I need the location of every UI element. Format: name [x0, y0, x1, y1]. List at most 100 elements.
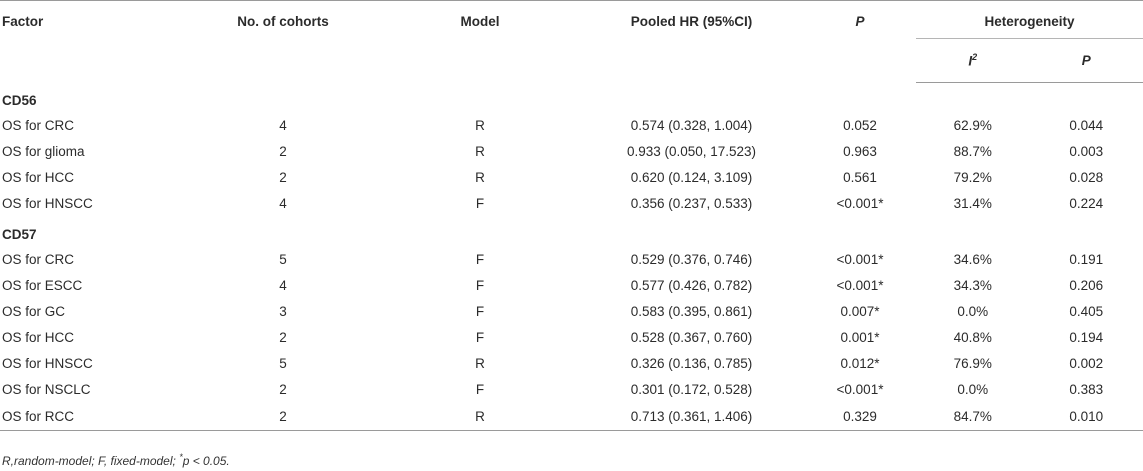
- cell-i2: 0.0%: [957, 304, 989, 319]
- cell-cohorts: 5: [279, 356, 287, 371]
- cell-model: R: [475, 144, 485, 159]
- cell-factor: OS for HNSCC: [2, 196, 93, 211]
- cell-het-p: 0.002: [1069, 356, 1104, 371]
- cell-model: F: [475, 330, 485, 345]
- cell-pooled-hr: 0.301 (0.172, 0.528): [630, 382, 753, 397]
- table-body: CD56 OS for CRC 4 R 0.574 (0.328, 1.004) 0.05…: [0, 83, 1143, 431]
- cell-pooled-hr: 0.577 (0.426, 0.782): [630, 278, 753, 293]
- cell-cohorts: 4: [279, 196, 287, 211]
- table-row: OS for GC 3 F 0.583 (0.395, 0.861) 0.007* 0.0…: [0, 299, 1143, 325]
- cell-het-p: 0.405: [1069, 304, 1104, 319]
- cell-factor: OS for ESCC: [2, 278, 83, 293]
- cell-p: 0.052: [843, 118, 877, 133]
- results-table: Factor No. of cohorts Model Pooled HR (9…: [0, 0, 1143, 431]
- cell-model: R: [475, 170, 485, 185]
- table-row: OS for HCC 2 F 0.528 (0.367, 0.760) 0.001* 40…: [0, 325, 1143, 351]
- table-row: OS for glioma 2 R 0.933 (0.050, 17.523) 0.96…: [0, 139, 1143, 165]
- cell-het-p: 0.191: [1069, 252, 1104, 267]
- cell-i2: 34.6%: [953, 252, 992, 267]
- table-row: OS for HNSCC 5 R 0.326 (0.136, 0.785) 0.012*…: [0, 351, 1143, 377]
- cell-model: F: [475, 382, 485, 397]
- cell-model: F: [475, 196, 485, 211]
- cell-model: R: [475, 356, 485, 371]
- cell-cohorts: 3: [279, 304, 287, 319]
- group-row: CD57: [0, 217, 1143, 247]
- cell-cohorts: 2: [185, 402, 381, 431]
- cell-het-p: 0.194: [1069, 330, 1104, 345]
- cell-factor: OS for HCC: [2, 170, 75, 185]
- cell-i2: 34.3%: [953, 278, 992, 293]
- cell-factor: OS for NSCLC: [2, 382, 91, 397]
- cell-factor: OS for GC: [2, 304, 66, 319]
- header-i2-base: I: [968, 53, 973, 69]
- cell-factor: OS for HCC: [2, 330, 75, 345]
- cell-i2: 88.7%: [953, 144, 992, 159]
- cell-het-p: 0.206: [1069, 278, 1104, 293]
- header-pooled-hr: Pooled HR (95%CI): [579, 0, 804, 83]
- header-heterogeneity: Heterogeneity: [916, 0, 1143, 39]
- header-model: Model: [381, 0, 579, 83]
- cell-cohorts: 4: [279, 118, 287, 133]
- cell-p: <0.001*: [836, 278, 884, 293]
- header-i2-sup: 2: [972, 52, 978, 63]
- table-row: OS for CRC 4 R 0.574 (0.328, 1.004) 0.052 62.…: [0, 113, 1143, 139]
- cell-p: <0.001*: [836, 252, 884, 267]
- cell-i2: 79.2%: [953, 170, 992, 185]
- cell-p: 0.001*: [840, 330, 880, 345]
- cell-pooled-hr: 0.933 (0.050, 17.523): [626, 144, 757, 159]
- table-row: OS for CRC 5 F 0.529 (0.376, 0.746) <0.001* 3…: [0, 247, 1143, 273]
- footnote-tail: p < 0.05.: [182, 454, 230, 468]
- cell-i2: 76.9%: [953, 356, 992, 371]
- cell-model: F: [475, 304, 485, 319]
- cell-p: 0.012*: [840, 356, 880, 371]
- cell-het-p: 0.224: [1069, 196, 1104, 211]
- footnote-text: R,random-model; F, fixed-model;: [2, 454, 180, 468]
- group-label: CD57: [2, 227, 37, 242]
- cell-cohorts: 5: [279, 252, 287, 267]
- cell-factor: OS for CRC: [2, 252, 75, 267]
- cell-p: 0.329: [804, 402, 916, 431]
- cell-pooled-hr: 0.574 (0.328, 1.004): [630, 118, 753, 133]
- header-row-1: Factor No. of cohorts Model Pooled HR (9…: [0, 0, 1143, 83]
- cell-p: <0.001*: [836, 196, 884, 211]
- cell-i2: 62.9%: [953, 118, 992, 133]
- cell-p: 0.561: [843, 170, 877, 185]
- header-row-2: I2 P: [0, 38, 1143, 83]
- header-i2: I2: [916, 38, 1030, 83]
- cell-i2: 84.7%: [916, 402, 1030, 431]
- cell-i2: 40.8%: [953, 330, 992, 345]
- cell-cohorts: 2: [279, 330, 287, 345]
- table-row: OS for NSCLC 2 F 0.301 (0.172, 0.528) <0.001…: [0, 377, 1143, 403]
- cell-i2: 0.0%: [957, 382, 989, 397]
- group-row: CD56: [0, 83, 1143, 113]
- cell-p: <0.001*: [836, 382, 884, 397]
- cell-factor: OS for glioma: [2, 144, 85, 159]
- cell-cohorts: 4: [279, 278, 287, 293]
- cell-cohorts: 2: [279, 382, 287, 397]
- table-header: Factor No. of cohorts Model Pooled HR (9…: [0, 0, 1143, 83]
- cell-factor: OS for RCC: [0, 402, 185, 431]
- cell-p: 0.007*: [840, 304, 880, 319]
- cell-model: F: [475, 252, 485, 267]
- cell-factor: OS for HNSCC: [2, 356, 93, 371]
- cell-pooled-hr: 0.528 (0.367, 0.760): [630, 330, 753, 345]
- table-row: OS for ESCC 4 F 0.577 (0.426, 0.782) <0.001*…: [0, 273, 1143, 299]
- footnote: R,random-model; F, fixed-model; *p < 0.0…: [2, 452, 230, 468]
- cell-cohorts: 2: [279, 170, 287, 185]
- group-label: CD56: [2, 93, 37, 109]
- cell-pooled-hr: 0.356 (0.237, 0.533): [630, 196, 753, 211]
- table-row: OS for HCC 2 R 0.620 (0.124, 3.109) 0.561 79.…: [0, 165, 1143, 191]
- cell-factor: OS for CRC: [2, 118, 75, 133]
- cell-pooled-hr: 0.620 (0.124, 3.109): [630, 170, 753, 185]
- cell-het-p: 0.028: [1069, 170, 1104, 185]
- table-row: OS for HNSCC 4 F 0.356 (0.237, 0.533) <0.001…: [0, 191, 1143, 217]
- cell-model: R: [475, 118, 485, 133]
- header-cohorts: No. of cohorts: [185, 0, 381, 83]
- footnote-sup: *: [179, 452, 183, 462]
- cell-het-p: 0.003: [1069, 144, 1104, 159]
- cell-het-p: 0.383: [1069, 382, 1104, 397]
- cell-het-p: 0.044: [1069, 118, 1104, 133]
- cell-pooled-hr: 0.326 (0.136, 0.785): [630, 356, 753, 371]
- cell-pooled-hr: 0.529 (0.376, 0.746): [630, 252, 753, 267]
